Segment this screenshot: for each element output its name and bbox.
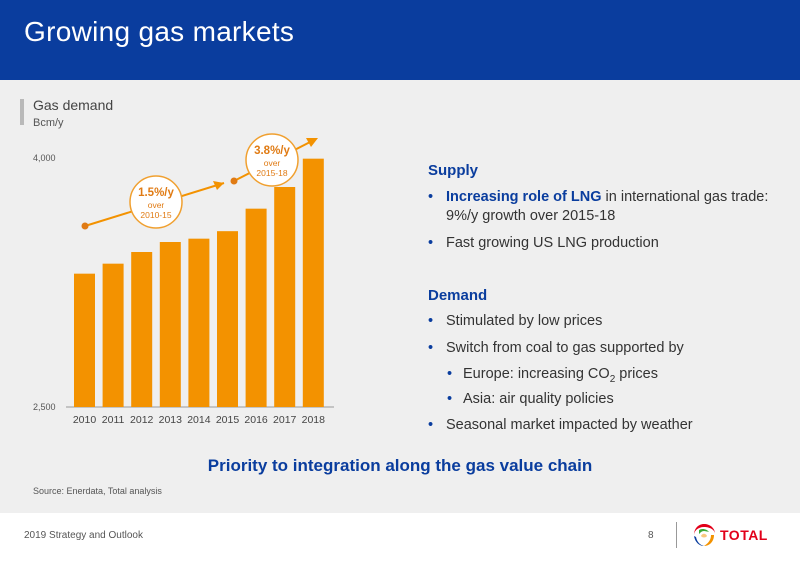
growth-period-label: 2010-15: [140, 210, 171, 220]
growth-period-label: 2015-18: [256, 168, 287, 178]
bar: [131, 252, 153, 407]
bullet-dot: •: [447, 366, 453, 382]
growth-rate-label: 3.8%/y: [254, 145, 290, 157]
demand-bullet-text: Seasonal market impacted by weather: [446, 417, 693, 433]
supply-bullet-text: Fast growing US LNG production: [446, 235, 659, 251]
supply-bullet-us-lng: • Fast growing US LNG production: [428, 234, 786, 253]
footer-divider: [676, 522, 677, 548]
supply-bullet-bold: Increasing role of LNG: [446, 189, 602, 205]
growth-bubble: [129, 175, 183, 229]
chart-unit-label: Bcm/y: [33, 117, 64, 129]
bullet-dot: •: [428, 417, 434, 433]
supply-bullet-rest: in international gas trade: 9%/y growth …: [446, 189, 769, 224]
page-number: 8: [648, 530, 654, 541]
growth-over-label: over: [148, 200, 165, 210]
x-tick-label: 2011: [102, 414, 125, 426]
sub-bullet-prefix: Europe: increasing CO: [463, 366, 610, 382]
demand-sub-bullet: • Europe: increasing CO2 prices: [447, 365, 783, 389]
demand-bullet-text: Stimulated by low prices: [446, 313, 603, 329]
x-tick-label: 2014: [187, 414, 211, 426]
growth-over-label: over: [264, 158, 281, 168]
growth-bubble: [245, 133, 299, 187]
gas-demand-chart: 4,000 2,500 2010 2011 2012 2013 2014 2015 2016 20…: [33, 133, 334, 426]
bullet-dot: •: [428, 235, 434, 251]
y-tick-label: 4,000: [33, 153, 56, 163]
growth-rate-label: 1.5%/y: [138, 187, 174, 199]
demand-heading: Demand: [428, 287, 488, 304]
trend-arrowhead: [306, 138, 318, 147]
chart-title: Gas demand: [33, 97, 114, 113]
demand-bullet: • Seasonal market impacted by weather: [428, 416, 786, 435]
x-tick-label: 2010: [73, 414, 97, 426]
demand-sub-bullet: • Asia: air quality policies: [447, 390, 783, 409]
logo-mark-icon: [694, 524, 715, 546]
bar: [245, 208, 267, 407]
bullet-dot: •: [447, 391, 453, 407]
x-tick-label: 2015: [216, 414, 240, 426]
bullet-dot: •: [428, 313, 434, 329]
tagline: Priority to integration along the gas va…: [207, 456, 593, 475]
sub-bullet-subscript: 2: [609, 373, 616, 385]
x-tick-label: 2012: [130, 414, 154, 426]
trend-start-dot: [81, 222, 89, 230]
bullet-dot: •: [428, 189, 434, 205]
title-bar: Growing gas markets: [0, 0, 800, 80]
bar: [217, 231, 238, 407]
bullet-dot: •: [428, 340, 434, 356]
sub-bullet-text: Asia: air quality policies: [463, 391, 614, 407]
footer-label: 2019 Strategy and Outlook: [24, 530, 143, 541]
supply-bullet-lng: • Increasing role of LNG in internationa…: [428, 188, 786, 226]
sub-bullet-suffix: prices: [615, 366, 658, 382]
bar: [102, 263, 124, 407]
company-logo: TOTAL: [690, 521, 780, 549]
slide-title: Growing gas markets: [24, 16, 295, 47]
source-note: Source: Enerdata, Total analysis: [33, 486, 162, 496]
x-tick-label: 2017: [273, 414, 297, 426]
x-tick-label: 2013: [159, 414, 183, 426]
bar: [159, 242, 181, 407]
bar: [302, 158, 324, 407]
logo-text: TOTAL: [720, 527, 768, 543]
chart-title-accent: [20, 99, 24, 125]
bar: [188, 238, 210, 407]
trend-start-dot: [230, 177, 238, 185]
demand-bullet-text: Switch from coal to gas supported by: [446, 340, 684, 356]
supply-heading: Supply: [428, 162, 479, 179]
x-tick-label: 2016: [244, 414, 268, 426]
y-tick-label: 2,500: [33, 402, 56, 412]
trend-arrowhead: [213, 181, 224, 190]
x-tick-label: 2018: [302, 414, 326, 426]
demand-bullet: • Stimulated by low prices: [428, 312, 786, 331]
bar: [74, 273, 95, 407]
bar: [274, 187, 296, 407]
demand-bullet: • Switch from coal to gas supported by: [428, 339, 786, 358]
